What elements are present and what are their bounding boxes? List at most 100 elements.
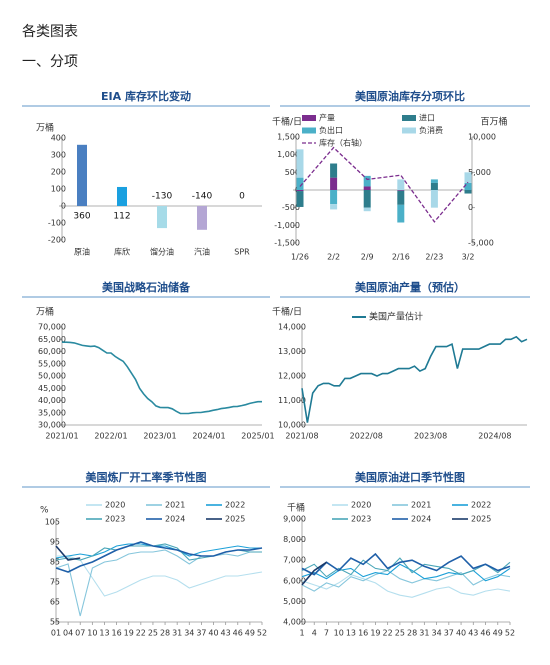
x-tick-label: 1 [299, 629, 304, 638]
y-tick-label: 0 [61, 202, 66, 211]
data-label: -130 [152, 192, 173, 202]
legend-swatch [302, 115, 316, 121]
y-tick-label: 9,000 [283, 515, 306, 524]
y-tick-label: 13,000 [278, 347, 306, 356]
x-tick-label: 40 [456, 629, 466, 638]
y-tick-label: 1,000 [277, 150, 300, 159]
legend-label: 2023 [105, 515, 125, 524]
bar-segment [330, 204, 338, 210]
y-tick-label: 5,000 [468, 168, 491, 177]
bar-segment [330, 190, 338, 205]
x-tick-label: 43 [468, 629, 478, 638]
data-label: 360 [73, 212, 90, 222]
y-tick-label: 75 [50, 578, 60, 587]
legend-swatch [402, 115, 416, 121]
y2-axis-label: 百万桶 [480, 116, 507, 128]
series-line [301, 573, 511, 598]
x-tick-label: 40 [208, 629, 218, 638]
series-line [55, 545, 81, 561]
x-tick-label: 37 [444, 629, 454, 638]
x-tick-label: 2025/01 [241, 432, 274, 441]
y-tick-label: 45,000 [38, 384, 66, 393]
x-tick-label: 2021/01 [45, 432, 78, 441]
y-axis-label: % [40, 506, 49, 516]
chart-title: 美国炼厂开工率季节性图 [86, 470, 207, 484]
bar-segment [296, 149, 304, 178]
x-tick-label: 2/23 [425, 253, 443, 262]
legend-label: 2023 [351, 515, 371, 524]
x-tick-label: 2/9 [361, 253, 374, 262]
bar-segment [330, 163, 338, 178]
x-tick-label: 2/2 [327, 253, 340, 262]
legend-label: 2025 [471, 515, 491, 524]
y-tick-label: 300 [51, 151, 66, 160]
series-line [301, 561, 327, 586]
bar-segment [397, 204, 405, 223]
chart-title: EIA 库存环比变动 [101, 89, 191, 103]
legend-label: 产量 [319, 113, 335, 123]
x-tick-label: 16 [111, 629, 121, 638]
bar-segment [330, 177, 338, 190]
legend-swatch [302, 127, 316, 134]
chart-title: 美国原油产量（预估） [355, 280, 465, 294]
chart-title: 美国原油库存分项环比 [355, 89, 465, 103]
y-tick-label: -500 [282, 203, 300, 212]
bar-segment [464, 172, 472, 183]
bar-segment [430, 182, 438, 190]
bar-segment [296, 177, 304, 190]
y-tick-label: 10,000 [468, 133, 496, 142]
y-tick-label: 40,000 [38, 396, 66, 405]
y-tick-label: -1,000 [274, 221, 300, 230]
x-tick-label: 04 [63, 629, 73, 638]
x-tick-label: 2024/01 [192, 432, 225, 441]
y-tick-label: 11,000 [278, 396, 306, 405]
y-axis-label: 千桶/日 [272, 116, 302, 128]
y-tick-label: 85 [50, 558, 60, 567]
chart-title: 美国战略石油储备 [102, 280, 191, 294]
bar-segment [397, 179, 405, 190]
x-tick-label: 4 [312, 629, 317, 638]
series-line [301, 563, 511, 582]
x-tick-label: 34 [431, 629, 441, 638]
x-tick-label: 31 [172, 629, 182, 638]
x-tick-label: 43 [221, 629, 231, 638]
y-tick-label: 60,000 [38, 347, 66, 356]
x-tick-label: 25 [395, 629, 405, 638]
data-label: -140 [192, 192, 213, 202]
x-tick-label: 19 [370, 629, 380, 638]
legend-swatch [402, 127, 416, 134]
legend-label: 美国产量估计 [369, 311, 423, 323]
legend-label: 2024 [165, 515, 185, 524]
bar [117, 186, 127, 206]
legend-label: 2024 [411, 515, 431, 524]
bar-segment [430, 190, 438, 208]
x-tick-label: 汽油 [194, 247, 210, 257]
x-tick-label: 2023/08 [414, 432, 447, 441]
bar-segment [363, 186, 371, 190]
y-tick-label: 400 [51, 134, 66, 143]
bar-segment [464, 182, 472, 190]
x-tick-label: 31 [419, 629, 429, 638]
legend-label: 2020 [351, 501, 371, 510]
line [301, 335, 528, 423]
bar-segment [363, 207, 371, 212]
x-tick-label: 49 [245, 629, 255, 638]
series-line [55, 543, 262, 559]
x-tick-label: 2/16 [392, 253, 410, 262]
bar-segment [464, 190, 472, 194]
x-tick-label: 01 [51, 629, 61, 638]
y-tick-label: 95 [50, 538, 60, 547]
x-tick-label: 3/2 [462, 253, 475, 262]
y-axis-label: 千桶/日 [272, 306, 302, 318]
x-tick-label: 2022/08 [350, 432, 383, 441]
bar-segment [430, 179, 438, 183]
legend-label: 进口 [419, 114, 435, 123]
y-tick-label: 6,000 [283, 576, 306, 585]
x-tick-label: 馏分油 [150, 247, 174, 257]
x-tick-label: 49 [493, 629, 503, 638]
y-tick-label: 0 [468, 203, 473, 212]
series-line [55, 549, 262, 617]
series-line [55, 541, 263, 573]
x-tick-label: 7 [324, 629, 329, 638]
bar-segment [296, 190, 304, 192]
